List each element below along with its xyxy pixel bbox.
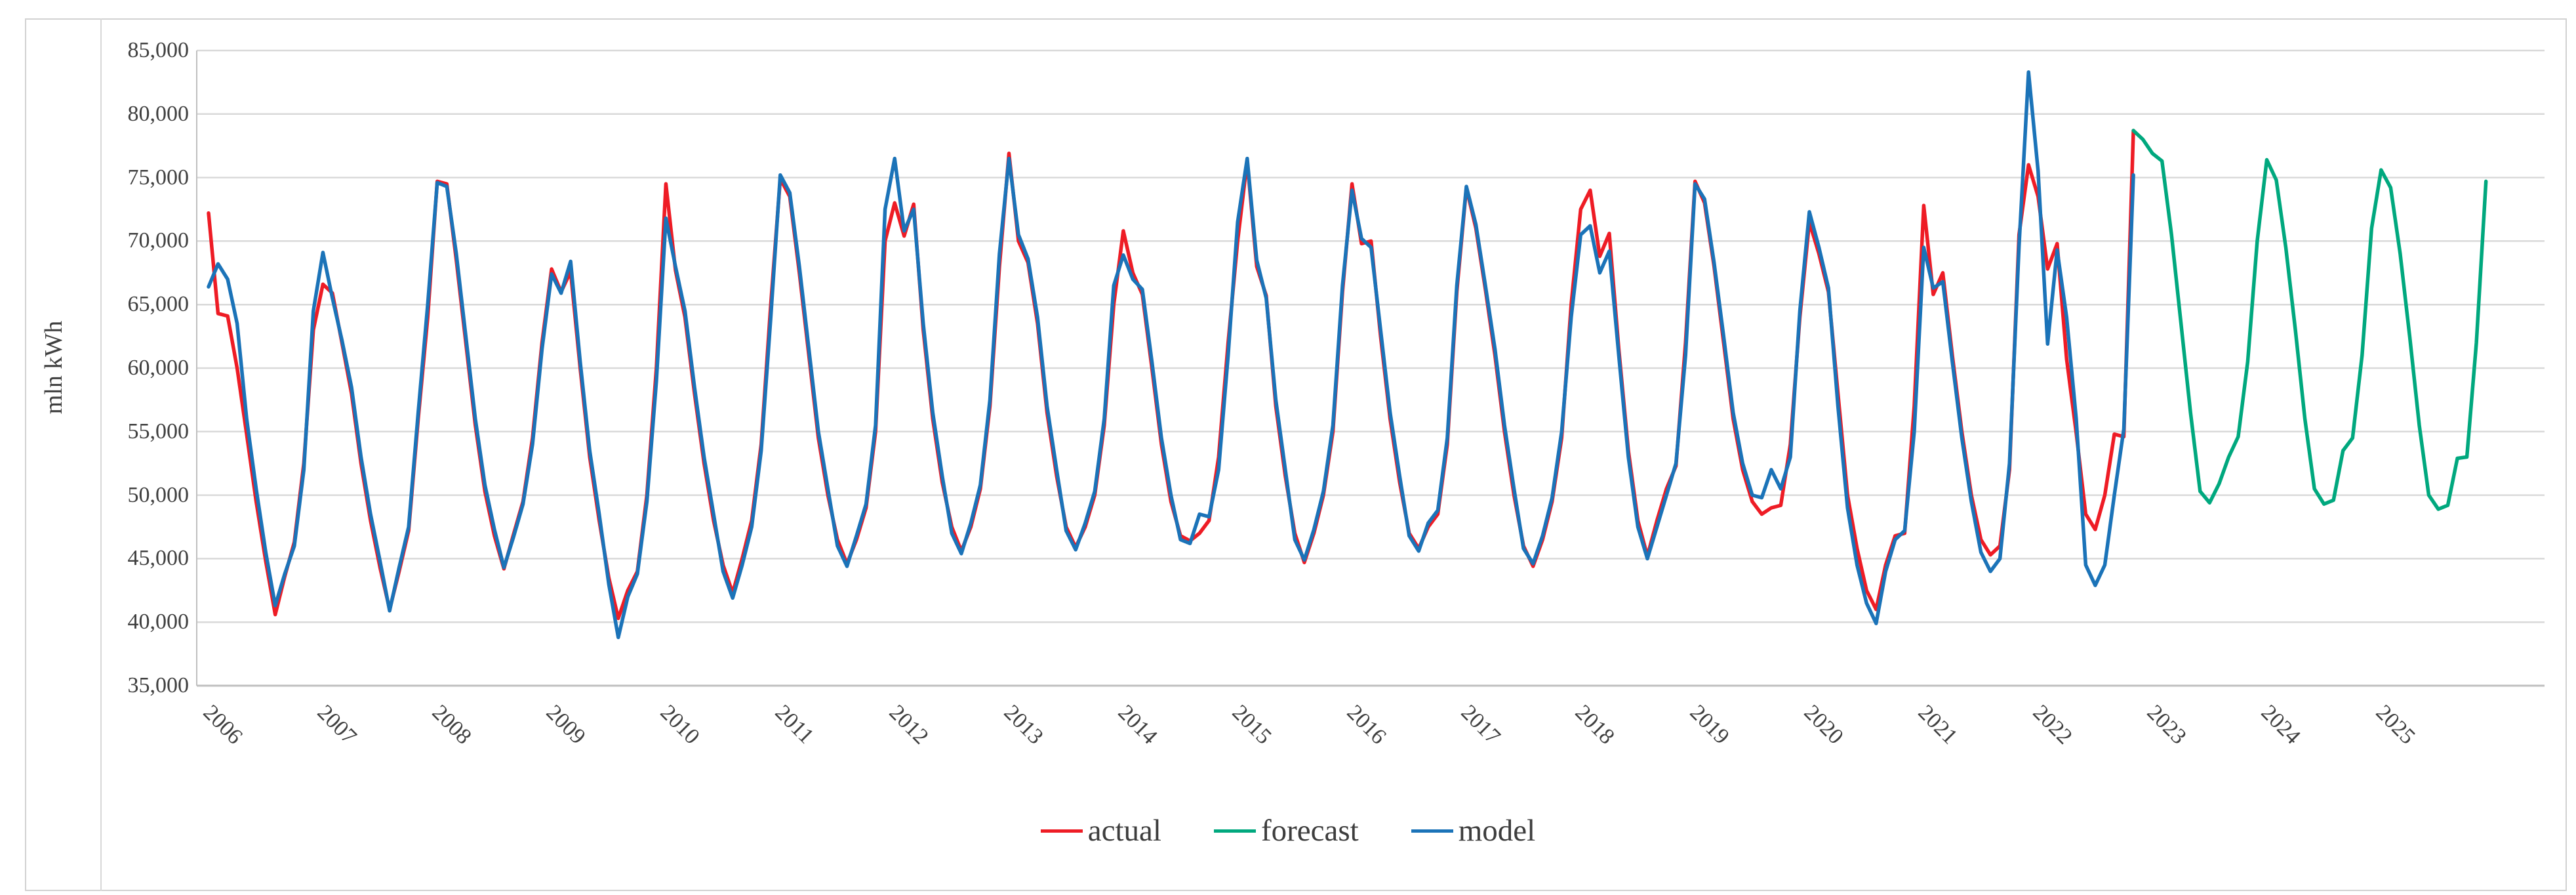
legend-item-actual: actual xyxy=(1040,814,1161,848)
figure-cell-divider xyxy=(100,18,102,891)
y-tick-label-35000: 35,000 xyxy=(127,673,190,697)
y-tick-label-60000: 60,000 xyxy=(127,356,190,380)
legend-label-forecast: forecast xyxy=(1260,814,1359,848)
legend-label-model: model xyxy=(1458,814,1536,848)
chart-legend: actual forecast model xyxy=(0,804,2576,857)
y-tick-label-85000: 85,000 xyxy=(127,38,190,62)
y-tick-label-70000: 70,000 xyxy=(127,228,190,253)
series-model-line xyxy=(207,70,2135,640)
series-forecast-line xyxy=(2131,129,2488,511)
y-tick-label-55000: 55,000 xyxy=(127,419,190,444)
y-tick-label-45000: 45,000 xyxy=(127,546,190,571)
legend-swatch-model xyxy=(1411,829,1453,833)
legend-label-actual: actual xyxy=(1087,814,1161,848)
y-tick-label-75000: 75,000 xyxy=(127,165,190,190)
legend-swatch-forecast xyxy=(1213,829,1256,833)
legend-item-forecast: forecast xyxy=(1213,814,1359,848)
legend-swatch-actual xyxy=(1040,829,1083,833)
legend-item-model: model xyxy=(1411,814,1535,848)
y-tick-label-40000: 40,000 xyxy=(127,610,190,635)
y-tick-label-65000: 65,000 xyxy=(127,292,190,317)
y-tick-label-50000: 50,000 xyxy=(127,482,190,507)
y-tick-label-80000: 80,000 xyxy=(127,101,190,126)
figure-border xyxy=(25,18,2567,891)
